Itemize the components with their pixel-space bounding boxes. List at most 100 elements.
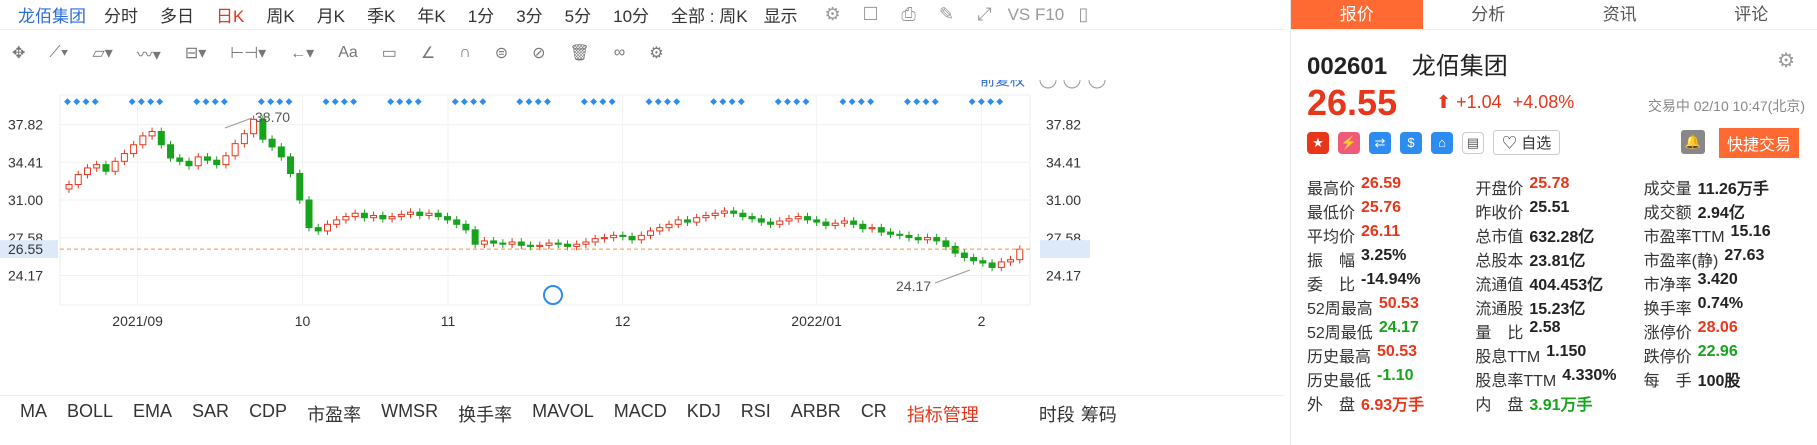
angle-tool-icon[interactable]: ∠: [420, 45, 436, 62]
period-tab[interactable]: 日K: [216, 7, 245, 26]
pencil-icon[interactable]: ✎: [939, 4, 955, 24]
quote-tab[interactable]: 报价: [1291, 0, 1423, 29]
dollar-icon[interactable]: $: [1400, 131, 1422, 154]
note-icon[interactable]: ▤: [1462, 131, 1484, 154]
y-tick-label: 24.17: [8, 267, 43, 283]
eye-icon[interactable]: ⊜: [494, 45, 509, 62]
period-tab[interactable]: 月K: [316, 7, 346, 26]
period-tab[interactable]: 季K: [367, 7, 396, 26]
chart-settings-icon[interactable]: ⚙: [649, 45, 664, 62]
text-tool-icon[interactable]: Aa: [338, 44, 358, 61]
line-tool-icon[interactable]: ⟋▾: [49, 44, 69, 61]
connect-icon[interactable]: ⇄: [1369, 131, 1391, 154]
indicator-item[interactable]: KDJ: [686, 400, 721, 421]
zoom-out-icon[interactable]: [1063, 71, 1081, 89]
stat-cell: 股息率TTM 4.330%: [1475, 367, 1643, 391]
chips-button[interactable]: 筹码: [1080, 404, 1117, 425]
event-marker: ◆: [64, 96, 71, 106]
indicator-item[interactable]: RSI: [740, 400, 771, 421]
indicator-item[interactable]: 换手率: [458, 404, 513, 425]
indicator-item[interactable]: CR: [860, 400, 887, 421]
camera-icon[interactable]: ⎙: [901, 4, 916, 24]
candle-body: [93, 164, 101, 169]
quote-tab[interactable]: 分析: [1471, 5, 1506, 24]
quote-tab[interactable]: 评论: [1734, 5, 1769, 24]
period-tab[interactable]: 分时: [104, 7, 138, 26]
candle-body: [65, 184, 73, 190]
wave-tool-icon[interactable]: 〰▾: [136, 47, 161, 64]
kline-chart[interactable]: 37.82 34.41 31.00 27.58 24.17 37.82 34.41 31.00…: [0, 71, 1285, 380]
hide-icon[interactable]: ⊘: [532, 45, 546, 62]
display-select[interactable]: 显示: [763, 7, 798, 26]
indicator-item[interactable]: CDP: [249, 400, 288, 421]
period-tab[interactable]: 10分: [613, 7, 650, 26]
zoom-in-icon[interactable]: [1088, 71, 1106, 89]
candle-body: [610, 234, 618, 239]
margin-icon[interactable]: ⚡: [1338, 131, 1360, 154]
indicator-item[interactable]: ARBR: [790, 400, 841, 421]
move-icon[interactable]: ✥: [12, 45, 26, 62]
y-tick-label-right: 34.41: [1046, 154, 1081, 170]
candle-body: [480, 240, 488, 245]
bell-icon[interactable]: 🔔: [1681, 130, 1705, 154]
period-tab[interactable]: 年K: [417, 7, 446, 26]
candle-body: [997, 261, 1005, 268]
stat-label: 昨收价: [1475, 205, 1524, 222]
watchlist-button[interactable]: ♡ 自选: [1493, 130, 1561, 155]
indicator-item[interactable]: MA: [20, 400, 47, 421]
stat-label: 换手率: [1643, 301, 1692, 318]
comment-tool-icon[interactable]: ▭: [381, 45, 397, 62]
event-marker: ◆: [415, 96, 422, 106]
vs-f10-button[interactable]: VS F10: [1007, 4, 1065, 24]
fullscreen-icon[interactable]: ⤢: [977, 4, 992, 24]
reset-icon[interactable]: [1039, 71, 1057, 89]
kline-svg[interactable]: 37.8234.4131.0027.5824.1737.8234.4131.00…: [0, 71, 1285, 380]
stat-cell: 最高价 26.59: [1307, 175, 1475, 199]
indicator-item[interactable]: MACD: [613, 400, 667, 421]
arrow-tool-icon[interactable]: ←▾: [290, 45, 315, 62]
quick-trade-button[interactable]: 快捷交易: [1719, 128, 1800, 158]
indicator-mgmt-button[interactable]: 指标管理: [906, 404, 979, 425]
stat-cell: 量 比 2.58: [1475, 319, 1643, 343]
compare-icon[interactable]: ∞: [613, 44, 626, 61]
x-tick-label: 12: [615, 313, 631, 329]
panel-toggle-icon[interactable]: ▯: [1078, 4, 1089, 24]
channel-tool-icon[interactable]: ▱▾: [92, 45, 113, 62]
square-icon[interactable]: ☐: [862, 4, 879, 24]
magnet-icon[interactable]: ∩: [459, 44, 471, 61]
gear-icon[interactable]: ⚙: [1777, 50, 1795, 72]
period-tab[interactable]: 1分: [467, 7, 495, 26]
quote-panel: 报价 分析 资讯 评论 002601 龙佰集团 ⚙ 26.55 ⬆ +1.04 +4.…: [1290, 0, 1817, 445]
indicator-item[interactable]: 市盈率: [307, 404, 362, 425]
adjust-button[interactable]: 前复权: [980, 71, 1025, 89]
candle-body: [102, 164, 110, 172]
stat-value: 6.93万手: [1361, 397, 1425, 414]
indicator-item[interactable]: BOLL: [67, 400, 114, 421]
period-tab[interactable]: 5分: [564, 7, 592, 26]
stat-label: 股息率TTM: [1475, 373, 1557, 390]
range-select[interactable]: 全部 : 周K: [671, 7, 748, 26]
settings-icon[interactable]: ⚙: [824, 4, 841, 24]
candle-body: [914, 237, 922, 241]
stat-value: 3.91万手: [1529, 397, 1593, 414]
target-icon[interactable]: [543, 285, 563, 305]
indicator-item[interactable]: WMSR: [381, 400, 439, 421]
candle-body: [951, 245, 959, 254]
range-tool-icon[interactable]: ⊢⊣▾: [230, 45, 267, 62]
period-tab[interactable]: 3分: [516, 7, 543, 26]
stat-label: 振 幅: [1307, 253, 1356, 270]
trash-icon[interactable]: 🗑: [569, 45, 590, 62]
indicator-item[interactable]: EMA: [133, 400, 173, 421]
period-tab[interactable]: 周K: [266, 7, 295, 26]
candle-body: [794, 216, 802, 220]
event-marker: ◆: [202, 96, 209, 106]
period-section-button[interactable]: 时段: [1038, 404, 1075, 425]
indicator-item[interactable]: MAVOL: [532, 400, 594, 421]
event-marker: ◆: [92, 96, 99, 106]
tag-icon[interactable]: ⌂: [1431, 131, 1453, 154]
stock-name-link[interactable]: 龙佰集团: [18, 7, 86, 26]
indicator-item[interactable]: SAR: [192, 400, 230, 421]
quote-tab[interactable]: 资讯: [1602, 5, 1637, 24]
period-tab[interactable]: 多日: [160, 7, 194, 26]
fib-tool-icon[interactable]: ⊟▾: [184, 45, 207, 62]
